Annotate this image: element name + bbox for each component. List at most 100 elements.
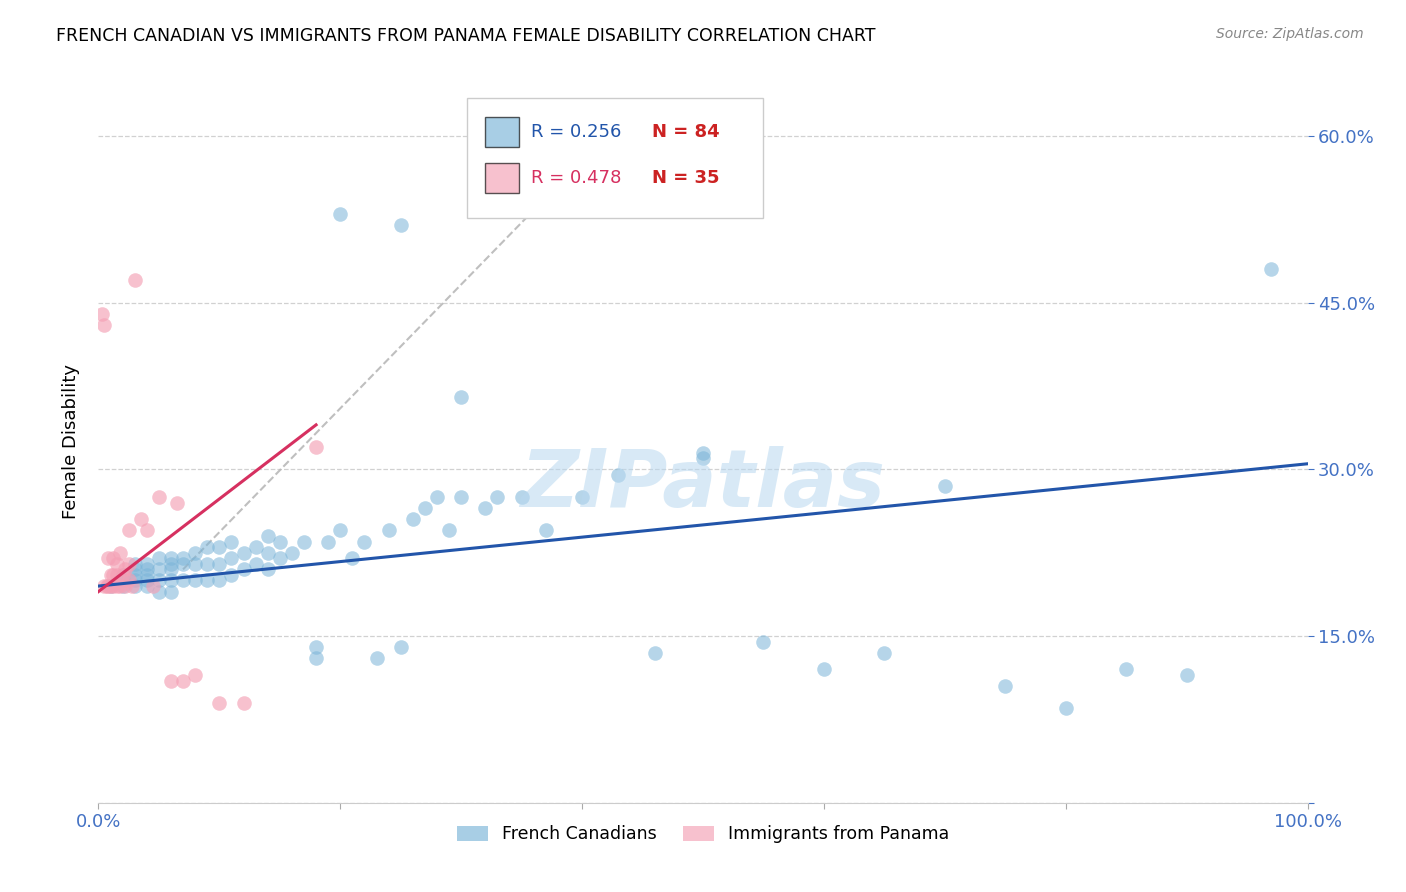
Point (105, 579, 128, 593)
Text: R = 0.478: R = 0.478 (531, 169, 621, 186)
Point (366, 651, 388, 665)
Point (208, 540, 231, 554)
Point (172, 551, 194, 566)
Point (245, 540, 267, 554)
Legend: French Canadians, Immigrants from Panama: French Canadians, Immigrants from Panama (449, 816, 957, 852)
Point (160, 551, 183, 566)
Point (135, 579, 157, 593)
Point (111, 568, 134, 582)
Point (160, 584, 183, 599)
Point (389, 640, 412, 655)
Point (108, 579, 131, 593)
Point (160, 557, 183, 571)
Point (413, 501, 436, 516)
Point (195, 540, 218, 554)
Point (450, 490, 472, 504)
Point (114, 579, 136, 593)
Text: FRENCH CANADIAN VS IMMIGRANTS FROM PANAMA FEMALE DISABILITY CORRELATION CHART: FRENCH CANADIAN VS IMMIGRANTS FROM PANAM… (56, 27, 876, 45)
Y-axis label: Female Disability: Female Disability (62, 364, 80, 519)
Point (124, 568, 146, 582)
Point (124, 273, 146, 287)
Point (256, 546, 278, 560)
Point (208, 574, 231, 588)
Point (534, 524, 557, 538)
Point (172, 557, 194, 571)
Point (114, 562, 136, 576)
Point (111, 579, 134, 593)
Point (91, 307, 114, 321)
Point (305, 640, 328, 655)
Point (148, 574, 170, 588)
Point (118, 574, 141, 588)
Point (221, 534, 243, 549)
Point (195, 557, 218, 571)
Point (752, 634, 775, 648)
Point (342, 551, 364, 566)
Point (97, 551, 120, 566)
Point (692, 445, 714, 459)
Point (105, 557, 128, 571)
FancyBboxPatch shape (485, 117, 519, 147)
Point (148, 562, 170, 576)
Point (256, 562, 278, 576)
Point (474, 501, 496, 516)
Text: Source: ZipAtlas.com: Source: ZipAtlas.com (1216, 27, 1364, 41)
Point (232, 546, 254, 560)
Point (1054, 701, 1077, 715)
Point (426, 490, 449, 504)
Point (402, 512, 425, 526)
Point (184, 574, 207, 588)
Point (377, 524, 399, 538)
Point (148, 584, 170, 599)
Point (96, 579, 118, 593)
Point (101, 551, 124, 566)
Point (571, 490, 593, 504)
Point (221, 551, 243, 566)
Point (1260, 262, 1282, 277)
Point (97, 579, 120, 593)
Point (135, 574, 157, 588)
Point (160, 673, 183, 688)
Point (184, 557, 207, 571)
Point (121, 579, 143, 593)
Point (232, 562, 254, 576)
Point (692, 451, 714, 466)
Point (184, 546, 207, 560)
Point (118, 524, 141, 538)
Point (1175, 668, 1198, 682)
Point (934, 479, 956, 493)
Point (232, 696, 254, 710)
Point (437, 524, 460, 538)
Point (111, 568, 134, 582)
Point (101, 579, 124, 593)
Point (129, 512, 152, 526)
Point (486, 490, 509, 504)
Point (160, 562, 183, 576)
Point (148, 490, 170, 504)
Point (111, 574, 134, 588)
Point (510, 490, 533, 504)
Point (329, 524, 352, 538)
Point (305, 440, 328, 454)
Point (148, 551, 170, 566)
Point (160, 574, 183, 588)
Point (172, 574, 194, 588)
Point (994, 679, 1017, 693)
Point (135, 557, 157, 571)
Point (195, 574, 218, 588)
Point (269, 551, 291, 566)
Point (389, 218, 412, 232)
Point (124, 579, 146, 593)
Point (221, 568, 243, 582)
Point (93, 318, 115, 332)
Point (329, 207, 352, 221)
Point (256, 529, 278, 543)
Point (305, 651, 328, 665)
Point (124, 557, 146, 571)
Text: R = 0.256: R = 0.256 (531, 123, 621, 141)
Point (135, 524, 157, 538)
Point (172, 673, 194, 688)
Text: ZIPatlas: ZIPatlas (520, 446, 886, 524)
Point (292, 534, 315, 549)
Point (208, 696, 231, 710)
